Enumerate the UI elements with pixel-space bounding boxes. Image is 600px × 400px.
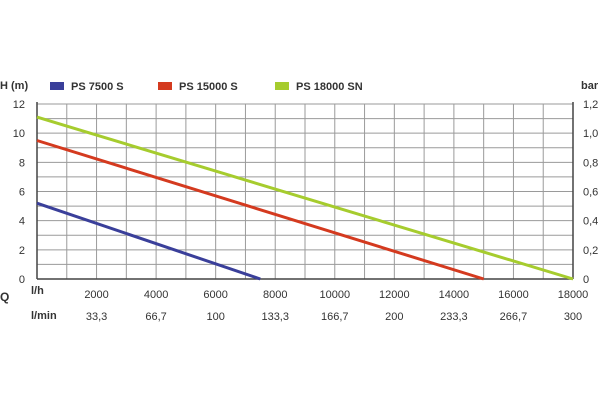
y-right-tick-label: 0,4 (583, 216, 598, 228)
y-right-tick-label: 0,8 (583, 157, 598, 169)
tick-labels: 0 2 4 6 8 10 12 0 0,2 0,4 0,6 0,8 1,0 1,2 2000 4000 6000… (13, 99, 599, 323)
legend-swatch-0 (50, 82, 64, 90)
y-right-tick-label: 1,2 (583, 99, 598, 111)
y-left-tick-label: 2 (19, 245, 25, 257)
legend-swatch-2 (275, 82, 289, 90)
series-lines (36, 115, 574, 281)
y-left-tick-label: 10 (13, 128, 25, 140)
y-left-tick-label: 8 (19, 157, 25, 169)
series-line-2 (36, 115, 574, 281)
y-left-tick-label: 0 (19, 274, 25, 286)
x-lmin-tick-label: 166,7 (321, 311, 349, 323)
series-line-0 (36, 201, 261, 281)
x-lh-tick-label: 2000 (84, 289, 108, 301)
legend-swatch-1 (158, 82, 172, 90)
x-lmin-tick-label: 100 (206, 311, 224, 323)
y-right-tick-label: 0 (583, 274, 589, 286)
y-left-tick-label: 4 (19, 216, 25, 228)
gridlines (37, 103, 574, 279)
x-lmin-tick-label: 266,7 (500, 311, 528, 323)
x-lmin-tick-label: 233,3 (440, 311, 468, 323)
x-lh-tick-label: 6000 (203, 289, 227, 301)
y-left-tick-label: 6 (19, 187, 25, 199)
x-lh-tick-label: 14000 (439, 289, 470, 301)
x-lmin-tick-label: 33,3 (86, 311, 107, 323)
x-lmin-tick-label: 66,7 (145, 311, 166, 323)
x-lh-tick-label: 10000 (319, 289, 350, 301)
x-row1-unit-label: l/h (31, 285, 44, 297)
x-lh-tick-label: 12000 (379, 289, 410, 301)
x-row2-unit-label: l/min (31, 310, 57, 322)
x-lh-tick-label: 16000 (498, 289, 529, 301)
legend-label-2: PS 18000 SN (296, 81, 363, 93)
legend-label-1: PS 15000 S (179, 81, 238, 93)
x-lmin-tick-label: 133,3 (261, 311, 289, 323)
legend: PS 7500 S PS 15000 S PS 18000 SN (50, 81, 363, 93)
series-line-1 (36, 139, 485, 281)
x-lmin-tick-label: 200 (385, 311, 403, 323)
q-label: Q (0, 290, 9, 304)
x-lh-tick-label: 4000 (144, 289, 168, 301)
x-lh-tick-label: 18000 (558, 289, 589, 301)
y-left-tick-label: 12 (13, 99, 25, 111)
y-right-tick-label: 0,2 (583, 245, 598, 257)
y-right-tick-label: 1,0 (583, 128, 598, 140)
x-lh-tick-label: 8000 (263, 289, 287, 301)
y-right-axis-label: bar (581, 80, 599, 92)
legend-label-0: PS 7500 S (71, 81, 124, 93)
y-left-axis-label: H (m) (0, 80, 28, 92)
y-right-tick-label: 0,6 (583, 187, 598, 199)
x-lmin-tick-label: 300 (564, 311, 582, 323)
